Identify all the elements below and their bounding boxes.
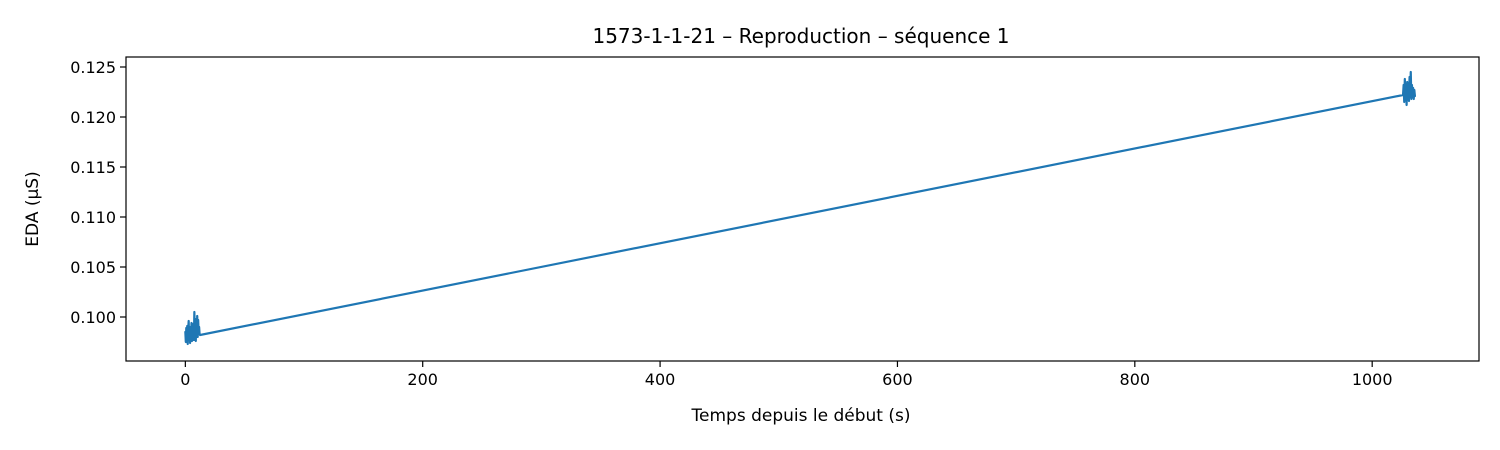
y-tick-label: 0.105 bbox=[70, 258, 116, 277]
y-axis: 0.100 0.105 0.110 0.115 0.120 0.125 bbox=[70, 58, 126, 327]
plot-area bbox=[184, 70, 1417, 346]
y-tick-label: 0.115 bbox=[70, 158, 116, 177]
x-axis-label: Temps depuis le début (s) bbox=[691, 406, 911, 426]
x-tick-label: 800 bbox=[1120, 370, 1151, 389]
x-axis: 0 200 400 600 800 1000 bbox=[180, 361, 1393, 389]
y-tick-label: 0.110 bbox=[70, 208, 116, 227]
y-tick-label: 0.100 bbox=[70, 308, 116, 327]
plot-frame bbox=[125, 56, 1480, 362]
y-tick-label: 0.125 bbox=[70, 58, 116, 77]
x-tick-label: 400 bbox=[645, 370, 676, 389]
x-tick-label: 1000 bbox=[1352, 370, 1393, 389]
y-tick-label: 0.120 bbox=[70, 108, 116, 127]
x-tick-label: 200 bbox=[407, 370, 438, 389]
y-axis-label: EDA (µS) bbox=[23, 171, 43, 246]
series-line-0 bbox=[184, 70, 1417, 346]
chart-title: 1573-1-1-21 – Reproduction – séquence 1 bbox=[592, 24, 1009, 48]
x-tick-label: 0 bbox=[180, 370, 190, 389]
x-tick-label: 600 bbox=[882, 370, 913, 389]
